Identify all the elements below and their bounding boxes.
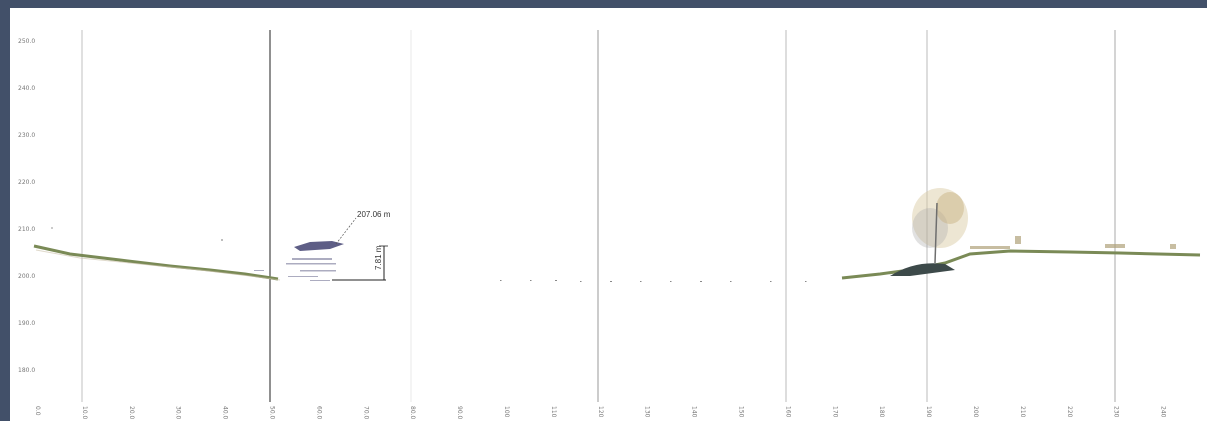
- x-tick-label: 160: [784, 406, 791, 418]
- vegetation-scatter: [970, 236, 1176, 249]
- x-tick-label: 230: [1113, 406, 1120, 418]
- elevation-label: 207.06 m: [357, 210, 391, 219]
- x-tick-label: 170: [831, 406, 838, 418]
- measurement-annotation: 207.06 m 7.81 m: [332, 210, 391, 281]
- x-tick-label: 70.0: [362, 406, 369, 420]
- x-tick-label: 40.0: [222, 406, 229, 420]
- x-tick-label: 140: [691, 406, 698, 418]
- measured-object[interactable]: [294, 241, 344, 251]
- x-tick-label: 20.0: [128, 406, 135, 420]
- x-tick-label: 50.0: [269, 406, 276, 420]
- x-tick-label: 90.0: [456, 406, 463, 420]
- object-scatter: [254, 258, 336, 281]
- profile-canvas[interactable]: 250.0 240.0 230.0 220.0 210.0 200.0 190.…: [10, 8, 1207, 421]
- x-tick-label: 60.0: [315, 406, 322, 420]
- ground-profile-right: [841, 249, 1201, 280]
- ground-profile-left: [33, 244, 279, 281]
- section-lines: [81, 30, 1116, 402]
- scatter-point: [221, 239, 223, 241]
- x-tick-label: 110: [550, 406, 557, 418]
- ground-profile-left-shadow: [35, 249, 281, 281]
- x-tick-label: 210: [1019, 406, 1026, 418]
- x-tick-label: 0.0: [34, 406, 41, 416]
- point-cloud-right: [841, 188, 1201, 280]
- x-tick-label: 10.0: [81, 406, 88, 420]
- x-tick-label: 180: [878, 406, 885, 418]
- y-tick-label: 220.0: [18, 179, 35, 186]
- x-tick-label: 220: [1066, 406, 1073, 418]
- x-tick-label: 130: [644, 406, 651, 418]
- y-tick-label: 250.0: [18, 38, 35, 45]
- profile-plot[interactable]: 250.0 240.0 230.0 220.0 210.0 200.0 190.…: [10, 8, 1207, 421]
- point-cloud-middle: [500, 280, 807, 282]
- y-tick-label: 230.0: [18, 132, 35, 139]
- scatter-point: [51, 227, 53, 229]
- elevation-leader: [335, 217, 357, 245]
- x-tick-label: 120: [597, 406, 604, 418]
- y-tick-label: 180.0: [18, 367, 35, 374]
- x-tick-label: 200: [972, 406, 979, 418]
- y-tick-label: 200.0: [18, 273, 35, 280]
- x-axis: 0.0 10.0 20.0 30.0 40.0 50.0 60.0 70.0 80.0 90.0 1…: [34, 406, 1167, 420]
- x-tick-label: 150: [738, 406, 745, 418]
- tree-canopy: [912, 188, 968, 264]
- x-tick-label: 100: [503, 406, 510, 418]
- x-tick-label: 190: [925, 406, 932, 418]
- ground-mound: [890, 263, 955, 276]
- y-axis: 250.0 240.0 230.0 220.0 210.0 200.0 190.…: [18, 38, 35, 374]
- point-cloud-left: [33, 227, 344, 281]
- x-tick-label: 240: [1160, 406, 1167, 418]
- y-tick-label: 190.0: [18, 320, 35, 327]
- height-label: 7.81 m: [374, 245, 383, 270]
- x-tick-label: 30.0: [175, 406, 182, 420]
- y-tick-label: 210.0: [18, 226, 35, 233]
- x-tick-label: 80.0: [409, 406, 416, 420]
- y-tick-label: 240.0: [18, 85, 35, 92]
